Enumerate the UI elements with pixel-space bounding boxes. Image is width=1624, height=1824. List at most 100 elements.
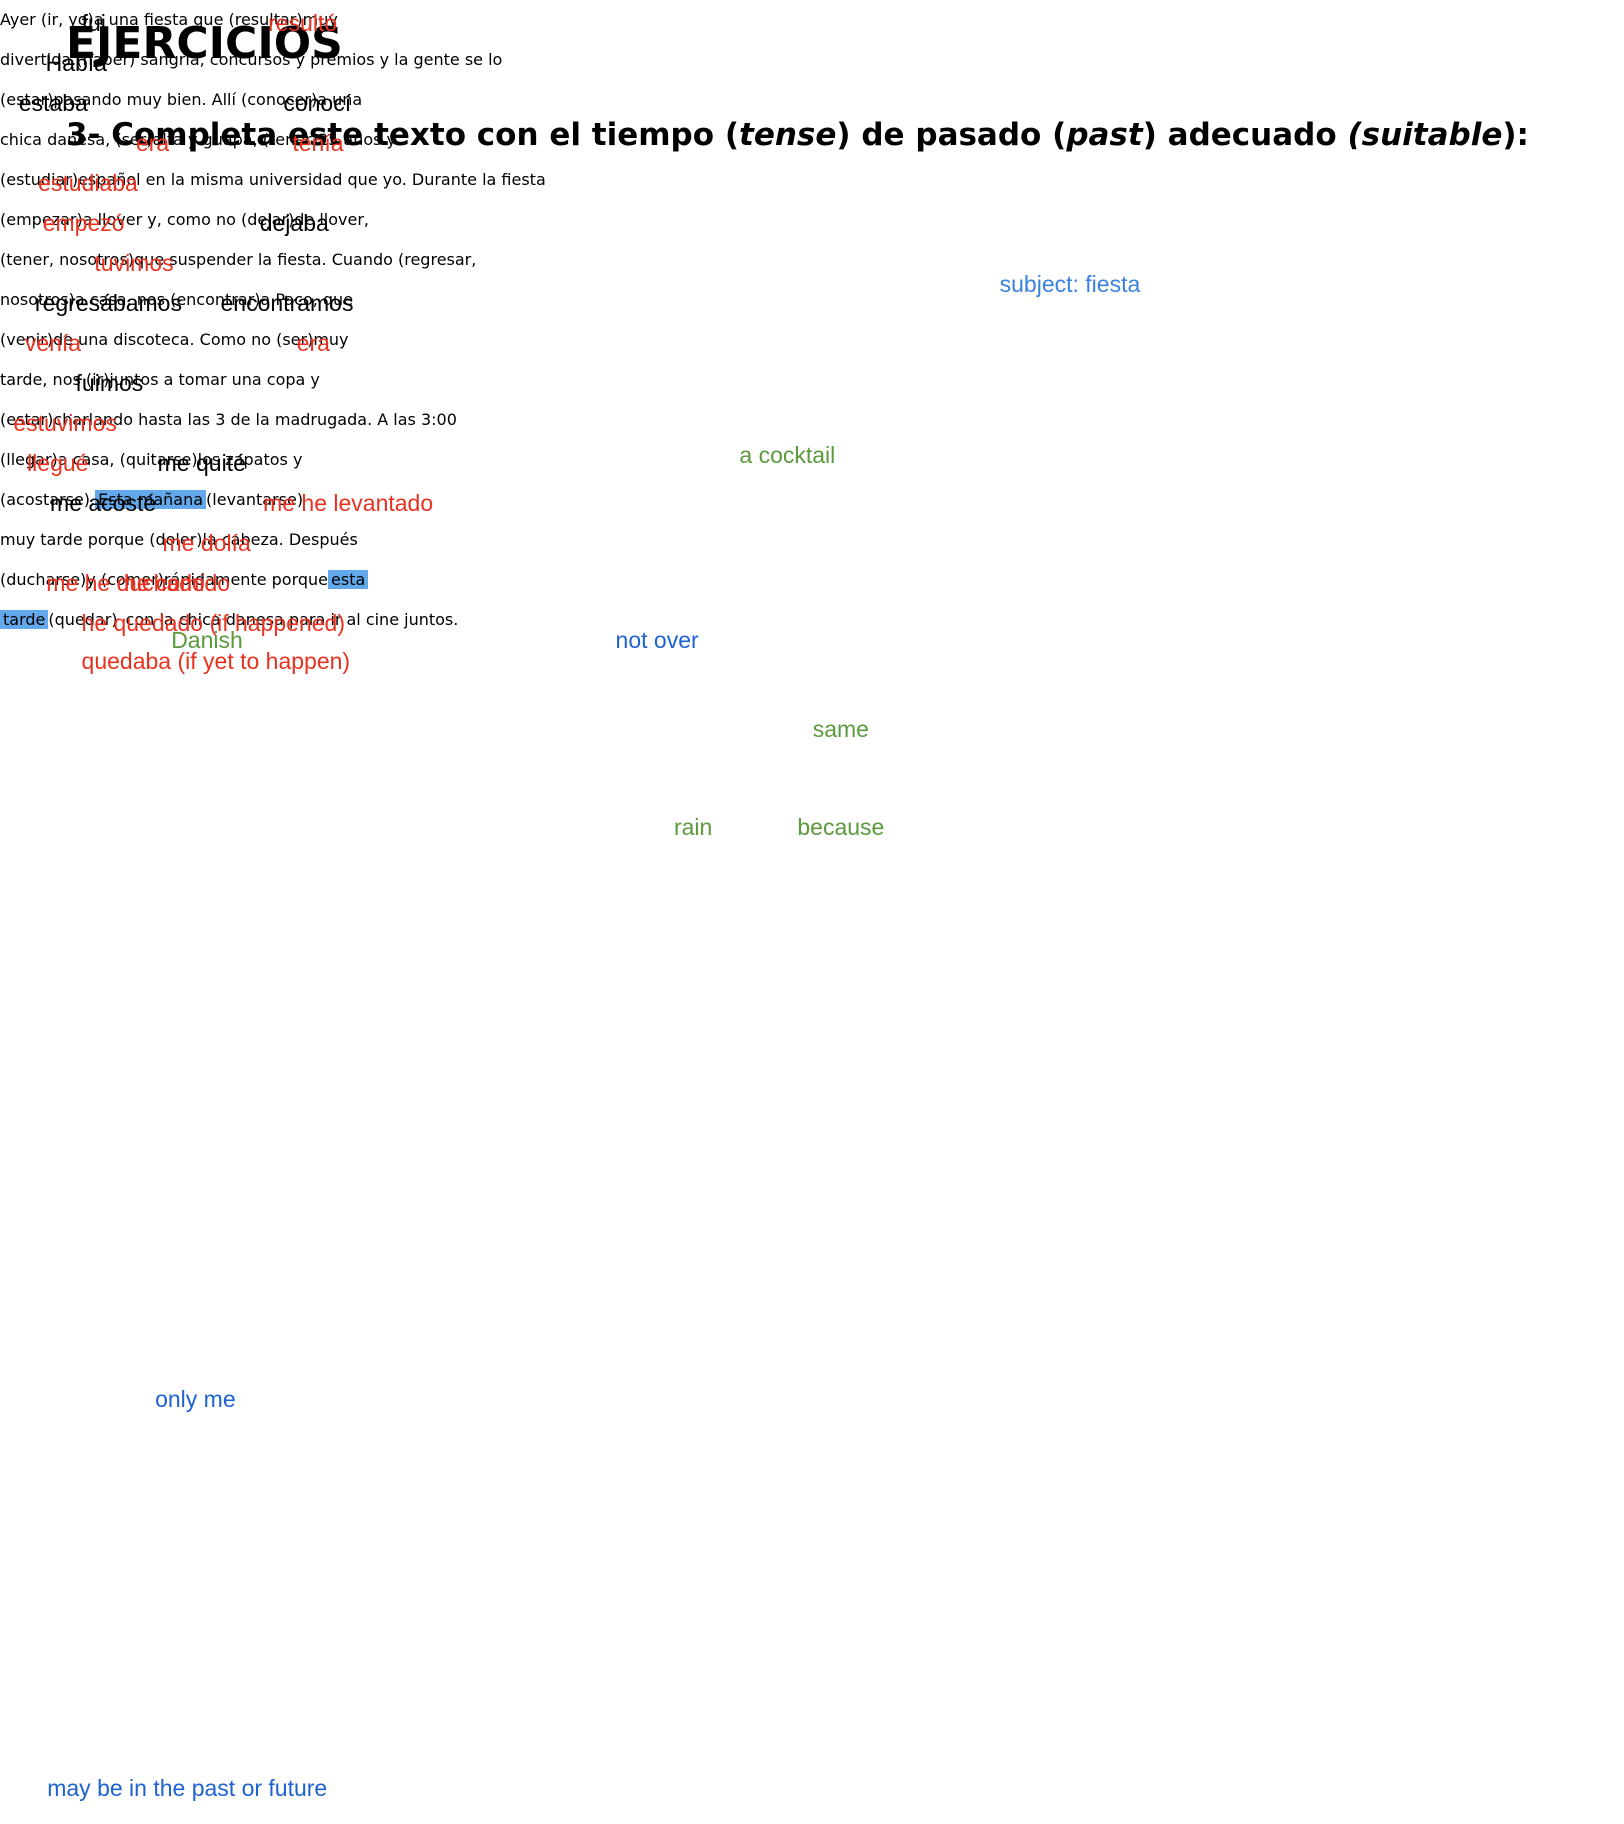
text-line: tarde (quedar) he quedado (if happened) que… (0, 600, 1624, 674)
highlighted-text: tarde (0, 610, 49, 629)
text: muy (313, 330, 349, 349)
text: alta y guapa, (tener) (152, 130, 318, 149)
answer: me dolía (162, 530, 251, 556)
answer: era (296, 330, 330, 356)
annotation: a cocktail (739, 441, 836, 468)
text: divertida. (0, 50, 77, 69)
text: a una fiesta que (resultar) (93, 10, 303, 29)
answer: me quité (157, 450, 246, 476)
text: juntos a tomar una copa y (109, 370, 320, 389)
text: (acostarse) (0, 490, 91, 509)
answer: fuimos (75, 370, 144, 396)
text: la cabeza. Después (202, 530, 358, 549)
answer: llegué (27, 450, 89, 476)
text: (tener, nosotros) (0, 250, 135, 269)
text: a llover y, como no (dejar) (82, 210, 295, 229)
text: de llover, (294, 210, 370, 229)
annotation: because (797, 813, 885, 840)
text: a Paco, que (260, 290, 354, 309)
text: . (90, 490, 96, 509)
text-line: tarde, nos (ir) fuimos juntos a tomar una … (0, 360, 1624, 400)
text: a una (317, 90, 363, 109)
text: (empezar) (0, 210, 83, 229)
heading: EJERCICIOS (66, 18, 343, 69)
text: rápidamente porque (163, 570, 329, 589)
answer: tenía (292, 130, 344, 156)
answer: conocí (283, 90, 352, 116)
text: (estar) (0, 90, 54, 109)
instruction-part: tense (739, 117, 837, 153)
text-line: (acostarse) me acosté. Esta mañana (levanta… (0, 480, 1624, 520)
text-line: (llegar) llegué a casa, (quitarse) me quité… (0, 440, 1624, 480)
answer: resultó (268, 10, 338, 36)
instruction-part: ): (1502, 117, 1529, 153)
instruction-part: past (1066, 117, 1143, 153)
text: charlando hasta las 3 de la madrugada. A… (53, 410, 457, 429)
answer: empezó (42, 210, 125, 236)
text-line: Ayer (ir, yo) fui a una fiesta que (result… (0, 0, 1624, 40)
answer: venía (24, 330, 82, 356)
text: muy tarde porque (doler) (0, 530, 203, 549)
text: (estar) (0, 410, 54, 429)
answer: era (135, 130, 170, 156)
instruction-part: ) de pasado ( (836, 117, 1067, 153)
annotation: only me (155, 1386, 236, 1413)
text: (venir) (0, 330, 53, 349)
text: (haber) sangría, concursos y premios y l… (76, 50, 503, 69)
text: tarde, nos (ir) (0, 370, 110, 389)
answer: estuvimos (13, 410, 117, 436)
text-line: nosotros) regresábamos a casa, nos (encont… (0, 280, 1624, 320)
text-line: (estar) estuvimos charlando hasta las 3 de… (0, 400, 1624, 440)
text: español en la misma universidad que yo. … (78, 170, 546, 189)
text-line: divertida. Había (haber) sangría, concurso… (0, 40, 1624, 80)
answer: estaba (18, 90, 88, 116)
text: (quedar) (48, 610, 118, 629)
highlighted-text: esta (328, 570, 369, 589)
text: muy (302, 10, 338, 29)
text: que suspender la fiesta. Cuando (regresa… (134, 250, 477, 269)
answer: quedaba (if yet to happen) (81, 648, 351, 674)
answer: fui (81, 10, 106, 36)
text: pasando muy bien. Allí (conocer) (53, 90, 318, 109)
answer: he quedado (if happened) (81, 610, 345, 636)
text: con la chica danesa para ir al cine junt… (125, 610, 459, 629)
text: de una discoteca. Como no (ser) (52, 330, 314, 349)
text-line: (tener, nosotros) tuvimos que suspender la… (0, 240, 1624, 280)
text-line: (venir) venía de una discoteca. Como no (s… (0, 320, 1624, 360)
annotation: subject: fiesta (999, 270, 1141, 297)
text: (ducharse) (0, 570, 87, 589)
answer: tuvimos (94, 250, 174, 276)
text: chica danesa, (ser) (0, 130, 153, 149)
answer: encontramos (220, 290, 354, 316)
text: 25 años y (317, 130, 397, 149)
answer: me he levantado (263, 490, 434, 516)
answer: Había (45, 50, 107, 76)
instruction-part: 3- Completa este texto con el tiempo ( (66, 117, 740, 153)
annotation: not over (615, 626, 699, 653)
text: a casa, (quitarse) (57, 450, 198, 469)
text-line: (ducharse) me he duchado y (comer) he comid… (0, 560, 1624, 600)
text: Ayer (ir, yo) (0, 10, 94, 29)
instruction-part: ) adecuado (1142, 117, 1348, 153)
answer: me he duchado (46, 570, 205, 596)
text: (estudiar) (0, 170, 79, 189)
text-line: (estudiar) estudiaba español en la misma u… (0, 160, 1624, 200)
text: a casa, nos (encontrar) (74, 290, 261, 309)
text-line: (estar) estaba pasando muy bien. Allí (con… (0, 80, 1624, 120)
annotation: Danish (171, 626, 243, 653)
answer: he comido (123, 570, 231, 596)
text: nosotros) (0, 290, 75, 309)
answer: me acosté (50, 490, 157, 516)
instruction-part: (suitable (1347, 117, 1503, 153)
text: los zapatos y (197, 450, 303, 469)
text: (levantarse) (206, 490, 304, 509)
annotation: rain (673, 813, 713, 840)
answer: dejaba (259, 210, 329, 236)
text-line: (empezar) empezó a llover y, como no (deja… (0, 200, 1624, 240)
answer: regresábamos (34, 290, 182, 316)
answer: estudiaba (38, 170, 138, 196)
annotation: same (812, 716, 869, 743)
text: (llegar) (0, 450, 58, 469)
highlighted-text: Esta mañana (95, 490, 207, 509)
